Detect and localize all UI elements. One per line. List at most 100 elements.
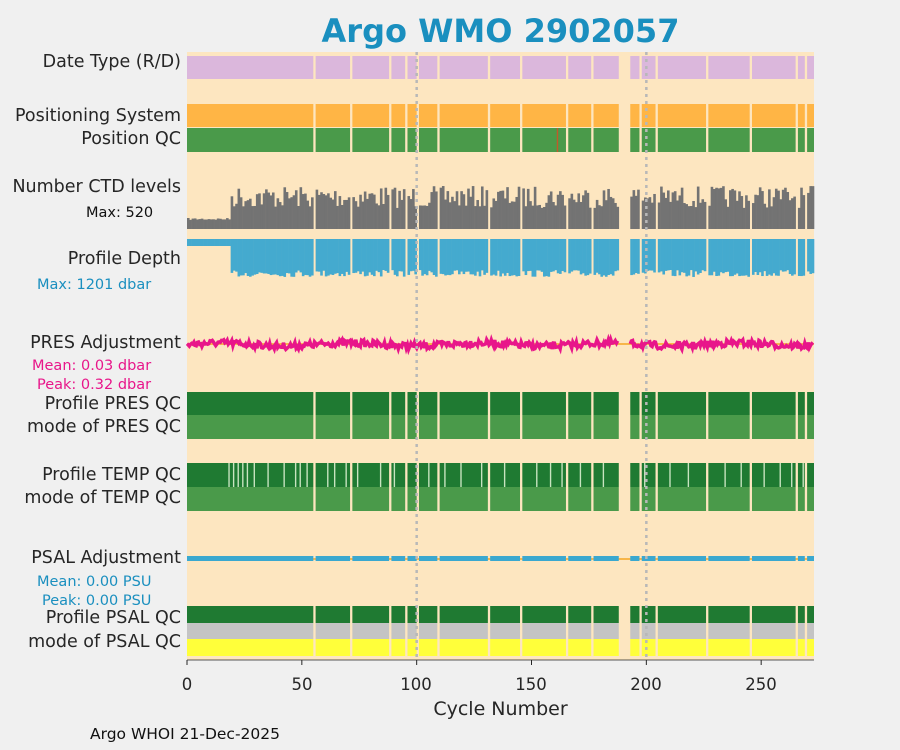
ctd-level-bar [467, 188, 470, 229]
psal-adjustment-line [657, 556, 707, 561]
ctd-level-bar [214, 219, 218, 229]
profile-depth-bar [244, 239, 248, 274]
mode-psal-qc-yellow-band-segment [490, 639, 521, 656]
ctd-level-bar [464, 205, 468, 229]
ctd-level-bar [499, 190, 502, 229]
prof-psal-qc-band-segment [797, 606, 805, 623]
ctd-level-bar [278, 202, 282, 229]
profile-depth-bar [563, 239, 567, 273]
profile-depth-bar [253, 239, 257, 275]
mode-pres-qc-band-segment [407, 415, 417, 439]
mode-pres-qc-band-segment [797, 415, 805, 439]
pos-qc-band [187, 128, 814, 152]
ctd-level-bar [673, 191, 677, 229]
ctd-level-bar [719, 187, 723, 229]
ctd-level-bar [324, 195, 328, 229]
ctd-level-bar [669, 201, 672, 229]
ctd-level-bar [724, 199, 728, 229]
profile-depth-bar [522, 239, 525, 272]
ctd-level-bar [811, 186, 815, 229]
date-type-band-segment [641, 56, 656, 79]
profile-depth-bar [478, 239, 482, 277]
pos-system-band-segment [418, 104, 438, 127]
prof-psal-qc-band-segment [657, 606, 707, 623]
profile-depth-bar [354, 239, 358, 273]
profile-depth-bar [545, 239, 548, 277]
profile-depth-bar [717, 239, 721, 276]
mode-psal-qc-yellow-band-segment [391, 639, 406, 656]
ctd-level-bar [680, 187, 684, 229]
prof-pres-qc-band-segment [630, 392, 640, 415]
date-type-band-segment [522, 56, 566, 79]
profile-depth-bar [508, 239, 512, 277]
psal-mean-annotation: Mean: 0.00 PSU [37, 574, 152, 590]
ctd-level-bar [228, 219, 231, 229]
mode-psal-qc-grey-band-segment [708, 623, 750, 639]
profile-depth-bar [423, 239, 427, 275]
profile-depth-bar [430, 239, 434, 273]
mode-psal-qc-yellow-band-segment [568, 639, 592, 656]
profile-depth-bar [513, 239, 516, 276]
mode-psal-qc-yellow-band-segment [657, 639, 707, 656]
profile-depth-bar [692, 239, 695, 277]
profile-depth-bar [763, 239, 767, 272]
profile-depth-bar [685, 239, 688, 277]
profile-depth-bar [703, 239, 707, 272]
prof-temp-qc-band-segment [315, 463, 351, 487]
profile-depth-bar [299, 239, 303, 273]
ctd-level-bar [271, 192, 275, 229]
ctd-level-bar [311, 197, 314, 229]
pos-qc-band-segment [522, 128, 566, 152]
profile-depth-bar [781, 239, 785, 272]
profile-depth-bar [345, 239, 349, 272]
pos-system-band-segment [352, 104, 390, 127]
profile-depth-bar [327, 239, 330, 276]
profile-depth-bar [343, 239, 346, 277]
profile-depth-bar [329, 239, 332, 275]
ctd-level-bar [320, 192, 323, 229]
prof-psal-qc-band-segment [593, 606, 619, 623]
ctd-level-bar [476, 200, 479, 229]
prof-psal-qc-band-segment [187, 606, 314, 623]
ctd-level-bar [602, 190, 606, 229]
profile-depth-bar [726, 239, 730, 272]
profile-depth-bar [207, 239, 211, 246]
psal-adjustment-line [522, 556, 566, 561]
row-label-ctd-levels: Number CTD levels [12, 177, 181, 197]
mode-psal-qc-yellow-band-segment [418, 639, 438, 656]
ctd-level-bar [407, 196, 411, 229]
pos-system-band-segment [807, 104, 814, 127]
temp-qc-flag-mark [779, 463, 781, 487]
profile-depth-bar [474, 239, 477, 276]
ctd-level-bar [533, 186, 537, 229]
profile-depth-bar [689, 239, 693, 271]
profile-depth-bar [802, 239, 806, 276]
mode-psal-qc-yellow-band-segment [522, 639, 566, 656]
ctd-level-bar [779, 199, 783, 229]
mode-temp-qc-band-segment [641, 487, 656, 511]
ctd-level-bar [634, 195, 638, 229]
prof-temp-qc-band-segment [630, 463, 640, 487]
pos-system-band-segment [708, 104, 750, 127]
psal-adjustment-line [630, 556, 640, 561]
ctd-level-bar [577, 193, 581, 229]
ctd-level-bar [763, 203, 767, 229]
temp-qc-flag-mark [299, 463, 301, 487]
mode-psal-qc-yellow-band-segment [352, 639, 390, 656]
ctd-level-bar [696, 186, 700, 229]
prof-psal-qc-band-segment [630, 606, 640, 623]
mode-pres-qc-band-segment [315, 415, 351, 439]
ctd-level-bar [258, 193, 261, 229]
temp-qc-flag-mark [393, 463, 396, 487]
pos-system-band-segment [490, 104, 521, 127]
ctd-level-bar [205, 219, 208, 229]
prof-psal-qc-band-segment [391, 606, 406, 623]
profile-depth-bar [595, 239, 599, 273]
profile-depth-bar [446, 239, 450, 275]
profile-depth-bar [246, 239, 250, 276]
ctd-level-bar [729, 190, 732, 229]
psal-adjustment-line [418, 556, 438, 561]
profile-depth-bar [340, 239, 344, 274]
mode-psal-qc-yellow-band-segment [593, 639, 619, 656]
pos-qc-band-segment [391, 128, 406, 152]
